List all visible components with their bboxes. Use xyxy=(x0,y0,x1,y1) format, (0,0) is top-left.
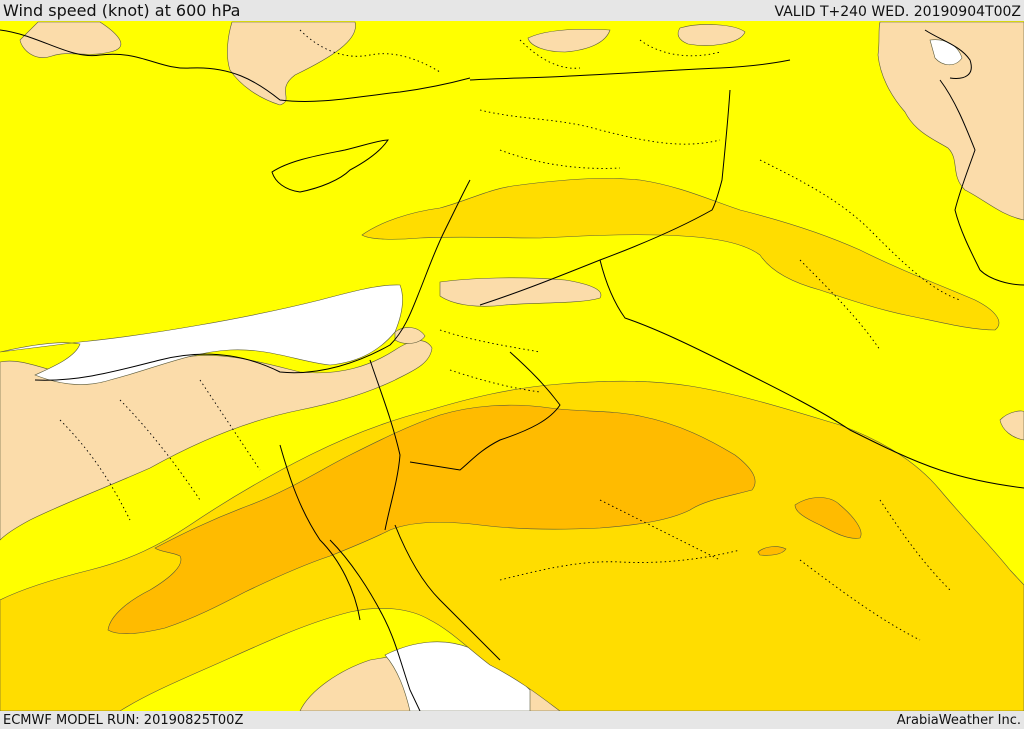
map-footer: ECMWF MODEL RUN: 20190825T00Z ArabiaWeat… xyxy=(0,711,1024,729)
border-iran-iraq xyxy=(939,79,1024,286)
band-peach-turkey-central xyxy=(227,21,356,106)
band-peach-egypt-south xyxy=(299,654,411,711)
border-jordan-saudi xyxy=(409,351,561,471)
border-egypt-sudan xyxy=(279,444,361,621)
border-iraq-saudi xyxy=(599,259,1024,489)
map-title: Wind speed (knot) at 600 hPa xyxy=(3,1,241,20)
coastline-cyprus xyxy=(271,139,389,193)
map-header: Wind speed (knot) at 600 hPa VALID T+240… xyxy=(0,0,1024,21)
brand-label: ArabiaWeather Inc. xyxy=(896,713,1021,728)
admin-iraq xyxy=(759,159,961,351)
band-orange-small-patch xyxy=(757,546,787,556)
border-egypt-israel xyxy=(369,359,401,531)
border-syria-turkey xyxy=(469,59,791,81)
admin-egypt xyxy=(59,379,261,521)
band-orange-east-patch xyxy=(794,497,862,539)
coastline-red-sea xyxy=(329,539,421,711)
band-peach-turkey-east xyxy=(527,28,611,53)
band-peach-nw-cornerbits xyxy=(677,24,746,46)
band-peach-east-edge xyxy=(999,410,1024,441)
band-gold-south xyxy=(0,380,1024,711)
band-gold-north xyxy=(361,178,1000,331)
admin-jordan xyxy=(439,329,541,393)
band-peach-sinai-tail xyxy=(394,327,426,344)
band-orange-main xyxy=(107,404,756,634)
wind-speed-map-svg xyxy=(0,21,1024,711)
model-run-label: ECMWF MODEL RUN: 20190825T00Z xyxy=(3,713,244,728)
band-white-caspian xyxy=(929,39,963,66)
admin-syria xyxy=(479,109,721,169)
coastline-turkey xyxy=(0,29,471,102)
coastline-caspian xyxy=(924,29,972,79)
band-peach-ne xyxy=(877,21,1024,221)
border-syria-iraq xyxy=(479,89,731,306)
band-peach-levant xyxy=(439,277,602,307)
coastline-gulf-aqaba xyxy=(394,524,501,661)
coastline-egypt-levant xyxy=(34,179,471,381)
admin-turkey-provinces xyxy=(299,29,721,73)
band-white-sea xyxy=(0,284,403,385)
weather-map xyxy=(0,21,1024,711)
admin-saudi xyxy=(499,499,951,641)
valid-time: VALID T+240 WED. 20190904T00Z xyxy=(774,4,1021,20)
